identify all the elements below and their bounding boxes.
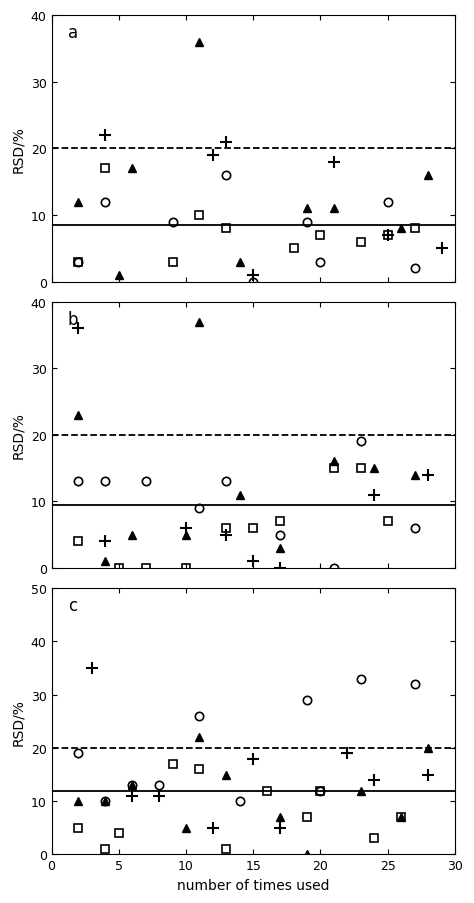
Text: a: a bbox=[68, 24, 78, 42]
Y-axis label: RSD/%: RSD/% bbox=[11, 698, 25, 745]
Y-axis label: RSD/%: RSD/% bbox=[11, 412, 25, 459]
Text: c: c bbox=[68, 596, 77, 614]
Text: b: b bbox=[68, 311, 78, 328]
Y-axis label: RSD/%: RSD/% bbox=[11, 126, 25, 172]
X-axis label: number of times used: number of times used bbox=[177, 878, 329, 892]
